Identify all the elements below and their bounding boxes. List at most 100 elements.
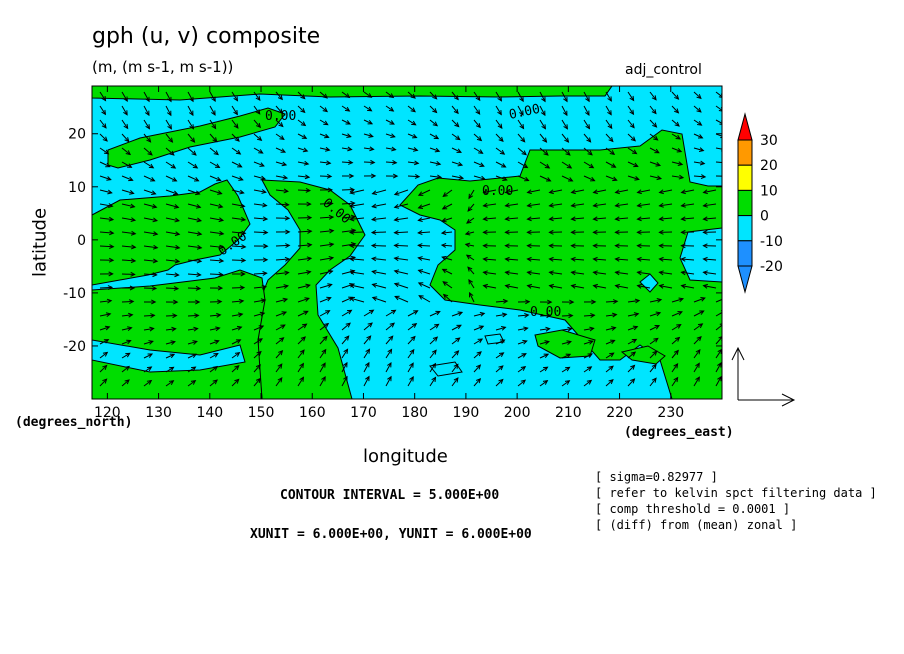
wind-vector-head	[612, 312, 618, 318]
wind-vector-head	[564, 380, 571, 385]
wind-vector-head	[102, 378, 108, 384]
wind-vector-head	[630, 364, 636, 370]
wind-vector-head	[174, 231, 181, 237]
wind-vector	[99, 189, 112, 194]
negative-island-1	[639, 273, 659, 293]
wind-vector-head	[280, 324, 286, 330]
wind-vector	[319, 243, 334, 247]
wind-vector-head	[464, 230, 471, 236]
wind-vector	[549, 217, 563, 220]
wind-vector-head	[218, 258, 225, 264]
wind-vector	[681, 217, 695, 220]
x-tick-label: 120	[94, 405, 121, 421]
wind-vector-head	[589, 326, 595, 332]
wind-vector-head	[393, 230, 399, 235]
wind-vector	[99, 300, 112, 303]
wind-vector	[605, 161, 616, 168]
wind-vector-head	[345, 120, 351, 125]
wind-vector-head	[128, 299, 135, 305]
wind-vector	[627, 147, 637, 155]
wind-vector-head	[565, 353, 572, 359]
wind-vector	[297, 349, 305, 359]
wind-vector-head	[257, 338, 263, 343]
wind-vector-head	[431, 376, 437, 382]
wind-vector-head	[107, 285, 114, 290]
wind-vector	[615, 285, 629, 289]
wind-vector-head	[636, 283, 642, 289]
wind-vector	[429, 147, 440, 152]
wind-vector-head	[651, 109, 657, 115]
wind-vector-head	[526, 256, 532, 262]
wind-vector-head	[326, 173, 333, 179]
wind-vector-head	[151, 285, 158, 291]
wind-vector	[319, 270, 333, 275]
wind-vector	[99, 231, 114, 234]
wind-vector-head	[592, 256, 598, 262]
wind-vector	[418, 257, 431, 261]
wind-vector-head	[612, 176, 618, 182]
wind-vector	[549, 258, 563, 261]
wind-vector-head	[390, 309, 397, 315]
wind-vector-head	[467, 206, 473, 212]
wind-vector	[99, 365, 107, 373]
wind-vector-head	[611, 163, 617, 168]
wind-vector-head	[302, 147, 309, 153]
wind-vector	[372, 203, 387, 208]
colorbar-label: 20	[760, 158, 778, 174]
wind-vector	[561, 328, 572, 331]
wind-vector	[165, 91, 172, 102]
wind-vector-head	[480, 175, 486, 181]
wind-vector-head	[348, 159, 354, 165]
wind-vector	[372, 297, 387, 303]
wind-vector	[627, 133, 636, 142]
wind-vector	[429, 349, 437, 359]
wind-vector	[99, 203, 113, 207]
wind-vector-head	[436, 174, 443, 180]
wind-vector-head	[306, 215, 313, 221]
wind-vector	[165, 341, 176, 345]
wind-vector	[363, 161, 375, 164]
wind-vector-head	[234, 378, 240, 384]
wind-vector	[649, 133, 658, 141]
wind-vector-head	[629, 109, 635, 116]
wind-vector-head	[565, 150, 571, 156]
x-tick-label: 150	[248, 405, 275, 421]
wind-vector	[715, 147, 722, 150]
wind-vector-head	[612, 299, 619, 304]
wind-vector-head	[307, 228, 313, 234]
x-tick-label: 230	[657, 405, 684, 421]
wind-vector	[385, 91, 394, 98]
wind-vector-head	[700, 297, 706, 302]
wind-vector-head	[370, 216, 377, 222]
wind-vector-head	[548, 189, 554, 195]
wind-vector	[451, 350, 459, 359]
wind-vector	[671, 350, 679, 359]
wind-vector-head	[441, 255, 447, 261]
wind-vector-head	[124, 365, 130, 371]
wind-vector	[350, 258, 365, 261]
x-tick-label: 210	[555, 405, 582, 421]
wind-vector	[341, 349, 348, 359]
wind-vector-head	[673, 376, 679, 383]
wind-vector	[121, 147, 131, 155]
wind-vector	[649, 119, 657, 128]
wind-vector-head	[102, 351, 109, 357]
wind-vector	[99, 378, 107, 387]
wind-vector-head	[504, 189, 510, 195]
wind-vector	[429, 133, 439, 139]
wind-vector-head	[410, 93, 416, 99]
contour-label: 0.00	[530, 305, 561, 320]
wind-vector-head	[465, 254, 472, 260]
wind-vector-head	[326, 296, 332, 302]
wind-vector	[143, 133, 151, 143]
positive-region-southeast-blob	[620, 345, 666, 365]
wind-vector	[407, 376, 414, 387]
wind-vector-head	[241, 244, 247, 250]
wind-vector	[442, 256, 453, 261]
wind-vector-head	[170, 163, 177, 169]
wind-vector	[121, 175, 133, 181]
wind-vector	[297, 147, 308, 152]
wind-vector	[372, 283, 387, 289]
wind-vector-head	[191, 353, 198, 358]
wind-vector-head	[548, 229, 554, 235]
